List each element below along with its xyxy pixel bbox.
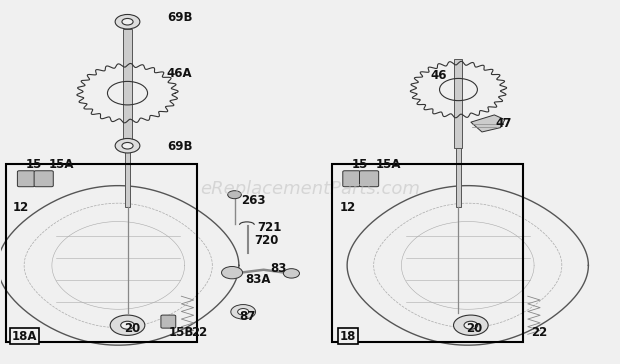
Text: 15B: 15B	[169, 326, 194, 339]
Text: 20: 20	[125, 323, 141, 335]
FancyBboxPatch shape	[34, 171, 53, 187]
Polygon shape	[471, 115, 505, 132]
Circle shape	[115, 138, 140, 153]
Text: 15: 15	[25, 158, 42, 171]
Circle shape	[237, 309, 249, 315]
Circle shape	[464, 321, 477, 329]
Circle shape	[121, 321, 135, 329]
Text: 15A: 15A	[49, 158, 74, 171]
Text: 69B: 69B	[168, 11, 193, 24]
Text: 83: 83	[270, 262, 286, 275]
Circle shape	[283, 269, 299, 278]
Circle shape	[115, 15, 140, 29]
Text: 46A: 46A	[167, 67, 192, 80]
Text: 15: 15	[352, 158, 368, 171]
FancyBboxPatch shape	[343, 171, 360, 187]
Polygon shape	[123, 29, 131, 147]
Text: 20: 20	[466, 323, 482, 335]
Text: 263: 263	[241, 194, 265, 207]
Circle shape	[110, 315, 145, 335]
FancyBboxPatch shape	[360, 171, 379, 187]
Polygon shape	[454, 59, 463, 147]
Text: 721: 721	[257, 221, 282, 234]
Circle shape	[231, 305, 255, 319]
Text: 69B: 69B	[168, 140, 193, 153]
Circle shape	[122, 19, 133, 25]
Text: eReplacementParts.com: eReplacementParts.com	[200, 180, 420, 198]
Polygon shape	[125, 147, 130, 207]
Text: 87: 87	[239, 310, 255, 323]
FancyBboxPatch shape	[17, 171, 35, 187]
Circle shape	[221, 266, 242, 279]
Bar	[332, 164, 523, 341]
Text: 46: 46	[431, 68, 447, 82]
Text: 12: 12	[340, 201, 356, 214]
Circle shape	[122, 142, 133, 149]
Text: 47: 47	[495, 118, 512, 130]
Polygon shape	[456, 147, 461, 207]
Circle shape	[228, 191, 241, 199]
FancyBboxPatch shape	[161, 315, 175, 328]
Circle shape	[453, 315, 488, 335]
Bar	[6, 164, 197, 341]
Text: 15A: 15A	[376, 158, 401, 171]
Text: 18A: 18A	[12, 330, 37, 343]
Text: 18: 18	[340, 330, 356, 343]
Text: 22: 22	[531, 326, 547, 339]
Text: 720: 720	[254, 234, 279, 247]
Text: 12: 12	[13, 201, 29, 214]
Text: 22: 22	[191, 326, 208, 339]
Text: 83A: 83A	[245, 273, 270, 286]
